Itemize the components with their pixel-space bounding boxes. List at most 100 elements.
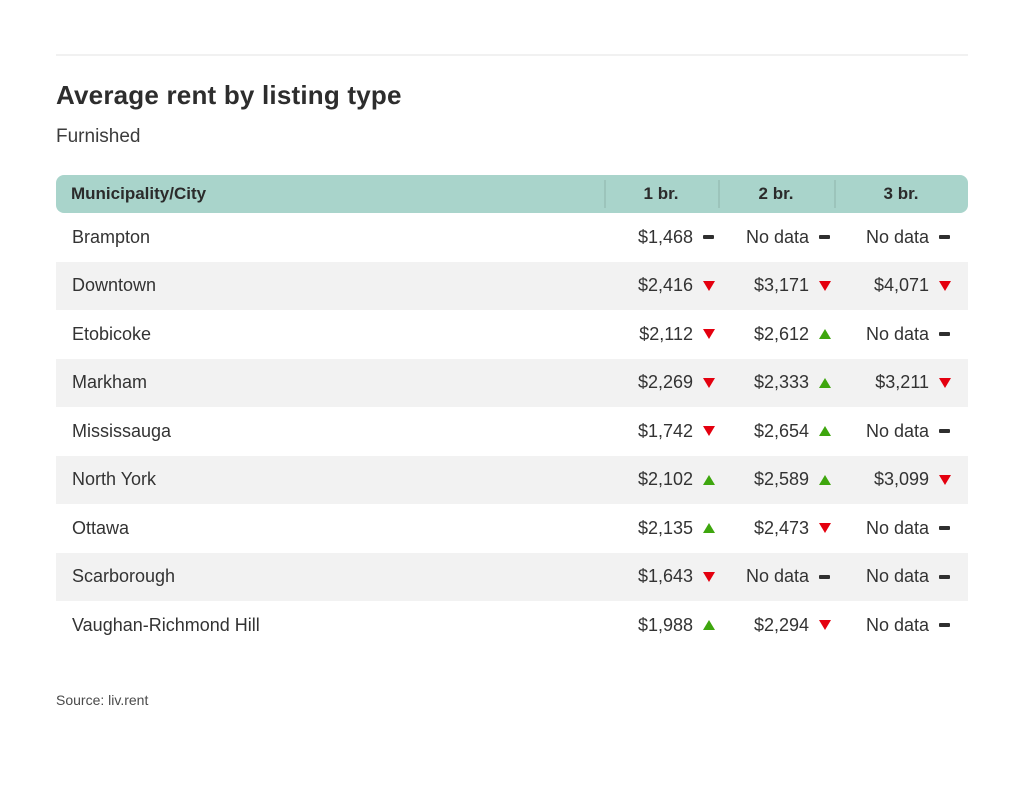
trend-icon-slot bbox=[938, 377, 951, 388]
trend-flat-icon bbox=[703, 235, 714, 240]
rent-cell-3br: $4,071 bbox=[834, 275, 968, 296]
rent-value: $1,742 bbox=[637, 420, 693, 441]
rent-value: $4,071 bbox=[873, 275, 929, 296]
column-header-municipality: Municipality/City bbox=[71, 184, 207, 204]
trend-flat-icon bbox=[819, 574, 830, 579]
table-row: Etobicoke $2,112 $2,612 No data bbox=[56, 310, 968, 359]
trend-icon-slot bbox=[938, 526, 951, 531]
trend-flat-icon bbox=[939, 235, 950, 240]
rent-cell-1br: $2,102 bbox=[604, 469, 718, 490]
municipality-cell: Brampton bbox=[72, 226, 151, 247]
trend-icon-slot bbox=[702, 377, 715, 388]
rent-value: $2,135 bbox=[637, 517, 693, 538]
source-caption: Source: liv.rent bbox=[56, 691, 149, 708]
column-header-3br: 3 br. bbox=[834, 175, 968, 213]
trend-up-icon bbox=[818, 377, 831, 388]
page-title: Average rent by listing type bbox=[56, 80, 402, 110]
infographic-page: Average rent by listing type Furnished M… bbox=[0, 54, 1024, 708]
rent-value: $2,589 bbox=[753, 469, 809, 490]
trend-up-icon bbox=[702, 620, 715, 631]
rent-cell-3br: No data bbox=[834, 324, 968, 345]
table-body: Brampton $1,468 No data No data Downtown… bbox=[56, 213, 968, 650]
table-row: Markham $2,269 $2,333 $3,211 bbox=[56, 358, 968, 408]
trend-down-icon bbox=[818, 280, 831, 291]
trend-icon-slot bbox=[702, 235, 715, 240]
trend-up-icon bbox=[818, 426, 831, 437]
trend-icon-slot bbox=[818, 523, 831, 534]
trend-icon-slot bbox=[938, 235, 951, 240]
table-header-row: Municipality/City 1 br. 2 br. 3 br. bbox=[56, 175, 968, 214]
trend-down-icon bbox=[938, 377, 951, 388]
trend-icon-slot bbox=[818, 426, 831, 437]
rent-cell-1br: $2,112 bbox=[604, 324, 718, 345]
trend-icon-slot bbox=[938, 574, 951, 579]
trend-up-icon bbox=[818, 329, 831, 340]
rent-cell-2br: $2,654 bbox=[718, 421, 834, 442]
municipality-cell: Downtown bbox=[72, 275, 157, 296]
rent-value: No data bbox=[745, 226, 809, 247]
rent-value: $2,654 bbox=[753, 420, 809, 441]
trend-flat-icon bbox=[939, 332, 950, 337]
trend-up-icon bbox=[702, 523, 715, 534]
rent-table: Municipality/City 1 br. 2 br. 3 br. Bram… bbox=[56, 175, 968, 650]
column-header-2br: 2 br. bbox=[718, 175, 834, 213]
rent-value: $2,612 bbox=[753, 323, 809, 344]
trend-icon-slot bbox=[938, 429, 951, 434]
rent-value: $3,099 bbox=[873, 469, 929, 490]
table-row: Scarborough $1,643 No data No data bbox=[56, 552, 968, 602]
trend-icon-slot bbox=[818, 235, 831, 240]
trend-icon-slot bbox=[818, 329, 831, 340]
trend-icon-slot bbox=[818, 620, 831, 631]
page-subtitle: Furnished bbox=[56, 126, 141, 148]
trend-icon-slot bbox=[702, 474, 715, 485]
trend-down-icon bbox=[938, 280, 951, 291]
rent-value: $2,112 bbox=[639, 323, 693, 344]
municipality-cell: North York bbox=[72, 469, 157, 490]
rent-value: $1,468 bbox=[637, 226, 693, 247]
rent-value: No data bbox=[865, 517, 929, 538]
trend-icon-slot bbox=[702, 620, 715, 631]
rent-value: No data bbox=[865, 226, 929, 247]
rent-value: $2,102 bbox=[637, 469, 693, 490]
rent-cell-1br: $2,135 bbox=[604, 518, 718, 539]
rent-cell-1br: $2,269 bbox=[604, 372, 718, 393]
rent-cell-3br: No data bbox=[834, 518, 968, 539]
column-header-1br: 1 br. bbox=[604, 175, 718, 213]
trend-icon-slot bbox=[818, 377, 831, 388]
trend-down-icon bbox=[702, 280, 715, 291]
rent-value: $3,171 bbox=[753, 275, 809, 296]
trend-icon-slot bbox=[702, 329, 715, 340]
trend-icon-slot bbox=[938, 332, 951, 337]
trend-icon-slot bbox=[818, 574, 831, 579]
trend-flat-icon bbox=[939, 623, 950, 628]
trend-icon-slot bbox=[938, 623, 951, 628]
rent-cell-2br: No data bbox=[718, 227, 834, 248]
municipality-cell: Scarborough bbox=[72, 566, 176, 587]
rent-value: No data bbox=[865, 566, 929, 587]
trend-down-icon bbox=[702, 377, 715, 388]
rent-value: $2,416 bbox=[637, 275, 693, 296]
rent-cell-3br: $3,211 bbox=[834, 372, 968, 393]
rent-cell-2br: $2,473 bbox=[718, 518, 834, 539]
municipality-cell: Etobicoke bbox=[72, 323, 152, 344]
rent-cell-1br: $1,742 bbox=[604, 421, 718, 442]
trend-down-icon bbox=[702, 426, 715, 437]
rent-value: $2,333 bbox=[753, 372, 809, 393]
table-row: Ottawa $2,135 $2,473 No data bbox=[56, 504, 968, 553]
rent-cell-3br: No data bbox=[834, 421, 968, 442]
trend-down-icon bbox=[818, 523, 831, 534]
rent-cell-1br: $1,988 bbox=[604, 615, 718, 636]
rent-cell-2br: $2,294 bbox=[718, 615, 834, 636]
rent-value: $2,294 bbox=[753, 614, 809, 635]
rent-cell-1br: $1,468 bbox=[604, 227, 718, 248]
municipality-cell: Mississauga bbox=[72, 420, 172, 441]
trend-icon-slot bbox=[938, 280, 951, 291]
rent-value: $1,643 bbox=[637, 566, 693, 587]
table-row: Downtown $2,416 $3,171 $4,071 bbox=[56, 261, 968, 311]
trend-flat-icon bbox=[939, 429, 950, 434]
top-divider-line bbox=[56, 54, 968, 56]
rent-value: No data bbox=[865, 420, 929, 441]
trend-flat-icon bbox=[939, 574, 950, 579]
rent-value: $2,269 bbox=[637, 372, 693, 393]
rent-cell-3br: No data bbox=[834, 566, 968, 587]
